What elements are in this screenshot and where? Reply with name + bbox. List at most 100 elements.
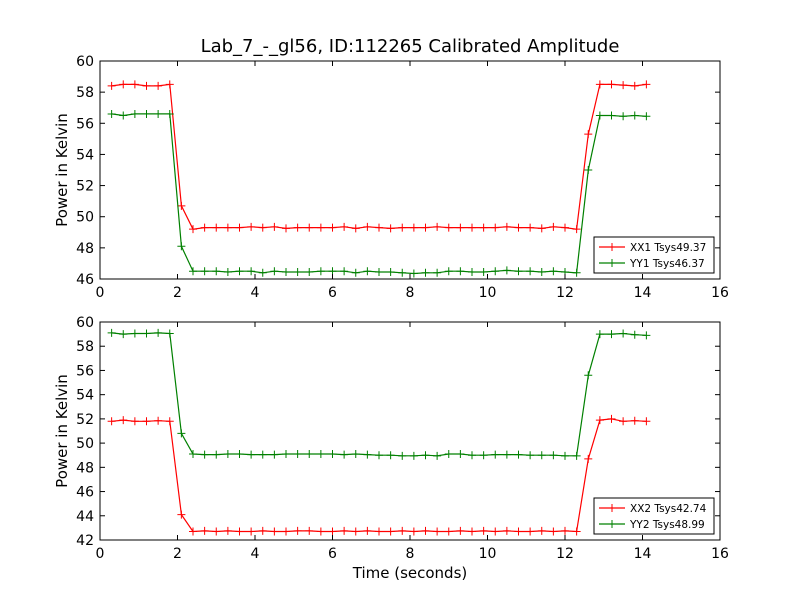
data-point [398, 223, 407, 232]
data-point [119, 416, 128, 425]
legend-entry-label: YY1 Tsys46.37 [629, 258, 705, 270]
data-point [107, 81, 116, 90]
chart-title: Lab_7_-_gl56, ID:112265 Calibrated Ampli… [201, 36, 620, 57]
data-point [258, 223, 267, 232]
x-tick-label: 4 [251, 285, 260, 301]
data-point [398, 526, 407, 535]
data-point [200, 267, 209, 276]
data-point [607, 80, 616, 89]
data-point [456, 450, 465, 459]
data-point [200, 450, 209, 459]
data-point [572, 451, 581, 460]
data-point [340, 267, 349, 276]
data-point [212, 223, 221, 232]
data-point [107, 417, 116, 426]
data-point [514, 223, 523, 232]
data-point [456, 526, 465, 535]
data-point [165, 417, 174, 426]
data-point [130, 80, 139, 89]
data-point [154, 109, 163, 118]
data-point [421, 526, 430, 535]
data-point [537, 451, 546, 460]
y-tick-label: 60 [76, 315, 94, 331]
data-point [468, 451, 476, 460]
y-tick-label: 58 [76, 339, 94, 355]
y-tick-label: 46 [76, 272, 94, 288]
data-point [270, 527, 279, 536]
data-point [270, 267, 279, 276]
data-point [526, 223, 535, 232]
data-point [363, 267, 372, 276]
data-point [619, 329, 628, 338]
data-point [316, 223, 325, 232]
y-tick-label: 54 [76, 388, 94, 404]
data-point [154, 328, 163, 337]
data-point [526, 267, 535, 276]
data-point [351, 527, 360, 536]
data-point [189, 225, 197, 234]
data-point [130, 329, 139, 338]
y-tick-label: 52 [76, 412, 94, 428]
data-point [619, 112, 628, 121]
data-point [502, 526, 511, 535]
data-point [305, 450, 314, 459]
data-point [340, 450, 349, 459]
data-point [293, 267, 302, 276]
data-point [328, 450, 337, 459]
x-tick-label: 14 [634, 285, 652, 301]
data-point [642, 417, 651, 426]
data-point [386, 451, 395, 460]
data-point [607, 111, 616, 120]
data-point [177, 510, 186, 519]
data-point [293, 526, 302, 535]
y-tick-label: 52 [76, 179, 94, 195]
data-point [468, 527, 476, 536]
data-point [375, 451, 383, 460]
data-point [444, 527, 453, 536]
data-point [584, 454, 593, 463]
x-tick-label: 8 [406, 546, 415, 562]
data-point [642, 331, 651, 340]
data-point [247, 267, 256, 276]
data-point [584, 371, 593, 380]
data-point [491, 223, 500, 232]
data-point [456, 223, 465, 232]
data-point [235, 223, 244, 232]
data-point [293, 450, 302, 459]
data-point [375, 527, 383, 536]
data-point [537, 526, 546, 535]
data-point [119, 330, 128, 339]
legend-swatch-marker [608, 520, 616, 528]
x-axis-label: Time (seconds) [352, 564, 468, 582]
data-point [409, 527, 418, 536]
data-point [328, 223, 337, 232]
data-point [561, 451, 569, 460]
data-point [119, 80, 128, 89]
data-point [549, 267, 558, 276]
data-point [189, 450, 197, 459]
x-tick-label: 16 [711, 546, 729, 562]
data-point [119, 111, 128, 120]
data-point [491, 267, 500, 276]
data-point [479, 223, 488, 232]
data-point [595, 416, 604, 425]
data-point [154, 81, 163, 90]
data-point [165, 329, 174, 338]
y-tick-label: 48 [76, 460, 94, 476]
data-point [572, 527, 581, 536]
data-point [142, 81, 151, 90]
data-point [584, 166, 593, 174]
data-point [212, 450, 221, 459]
x-tick-label: 6 [328, 285, 337, 301]
data-point [351, 268, 360, 277]
data-point [293, 223, 302, 232]
data-point [514, 450, 523, 459]
data-point [189, 527, 197, 536]
data-point [142, 109, 151, 118]
data-point [398, 451, 407, 460]
data-point [409, 451, 418, 460]
data-point [526, 527, 535, 536]
